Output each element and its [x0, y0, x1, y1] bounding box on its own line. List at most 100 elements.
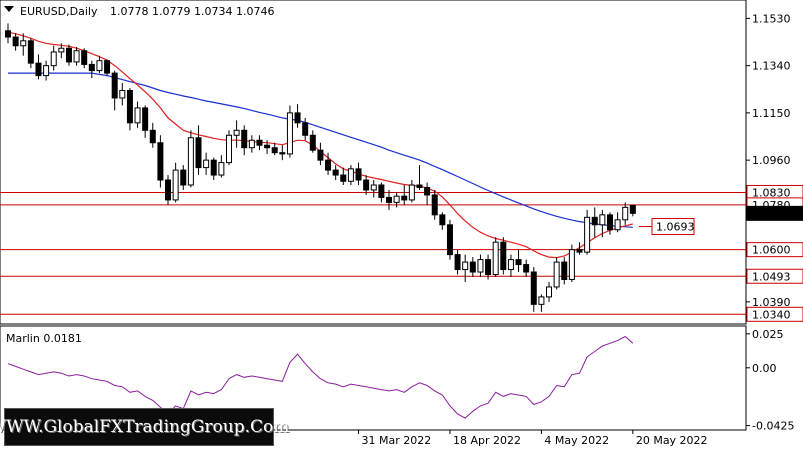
candle	[81, 48, 88, 69]
candle	[622, 202, 629, 225]
candle-body	[20, 40, 27, 47]
candle	[88, 60, 95, 79]
candle	[203, 152, 210, 176]
time-tick-label: 18 Apr 2022	[453, 434, 521, 447]
candle-body	[500, 241, 507, 271]
candle-body	[325, 159, 332, 171]
candle	[325, 152, 332, 176]
candle-body	[203, 159, 210, 169]
candle	[340, 167, 347, 185]
candle-body	[27, 40, 34, 64]
candle	[523, 259, 530, 277]
price-tick-label: 1.1150	[752, 107, 791, 120]
candle-body	[12, 36, 19, 47]
watermark-banner: WWW.GlobalFXTradingGroup.Com	[0, 408, 289, 446]
candle-body	[363, 179, 370, 191]
candle	[134, 101, 141, 128]
time-tick-label: 4 May 2022	[544, 434, 609, 447]
candle-body	[317, 149, 324, 161]
candle-body	[462, 261, 469, 271]
candle-body	[439, 214, 446, 226]
candle	[416, 165, 423, 190]
candle-body	[431, 194, 438, 216]
price-label-text: 1.0600	[752, 244, 791, 257]
candle-body	[614, 219, 621, 231]
indicator-axis: 0.025 0.00 -0.0425	[746, 328, 794, 433]
candle	[553, 257, 560, 290]
candle	[241, 125, 248, 156]
candle-body	[523, 264, 530, 273]
candle-body	[65, 47, 72, 63]
candle-body	[515, 259, 522, 266]
candle-body	[149, 129, 156, 144]
candle	[50, 45, 57, 71]
price-tick-label: 1.1340	[752, 60, 791, 73]
candle	[431, 189, 438, 220]
level-price-label: 1.0493	[746, 268, 803, 284]
candle-body	[378, 184, 385, 198]
dropdown-arrow-icon[interactable]	[4, 6, 14, 12]
candle-body	[507, 259, 514, 271]
ohlc-readout: 1.0778 1.0779 1.0734 1.0746	[110, 5, 274, 18]
candle	[195, 125, 202, 176]
candle-body	[469, 261, 476, 273]
candle-body	[347, 168, 354, 182]
indicator-title: Marlin 0.0181	[6, 332, 82, 345]
candle-body	[96, 60, 103, 72]
candle	[157, 135, 164, 188]
candle	[12, 33, 19, 51]
candle-body	[157, 142, 164, 181]
candle	[500, 237, 507, 275]
candle	[492, 237, 499, 277]
candle-body	[408, 184, 415, 201]
candle	[408, 180, 415, 203]
candle-body	[43, 65, 50, 77]
candle-body	[416, 184, 423, 188]
candle-body	[294, 112, 301, 124]
candle-body	[599, 214, 606, 226]
candle-body	[492, 241, 499, 276]
candle	[591, 207, 598, 238]
price-label-box	[746, 268, 803, 284]
candle	[43, 60, 50, 81]
candle	[386, 189, 392, 210]
candle	[439, 212, 446, 230]
candle-body	[355, 168, 362, 181]
candle-body	[584, 216, 591, 253]
candle	[210, 157, 217, 181]
candle	[5, 23, 11, 44]
main-plot-area[interactable]	[0, 0, 747, 325]
time-axis: 31 Mar 2022 18 Apr 2022 4 May 2022 20 May 2…	[358, 430, 708, 447]
candle	[370, 180, 377, 198]
price-label-text: 1.0830	[752, 186, 791, 199]
candle	[629, 204, 636, 217]
indicator-tick-label: 0.025	[752, 328, 784, 341]
candle-body	[485, 259, 492, 276]
candle	[332, 165, 339, 181]
symbol-title: EURUSD,Daily	[20, 5, 98, 18]
candle-body	[210, 159, 217, 176]
candle-body	[279, 152, 286, 155]
candle	[27, 38, 34, 69]
candle-body	[629, 204, 636, 214]
candle-body	[225, 134, 232, 164]
candle-body	[424, 186, 431, 196]
candle-body	[248, 139, 255, 149]
candle-body	[73, 50, 80, 63]
candle-body	[553, 261, 560, 288]
candle	[485, 254, 492, 280]
candle	[65, 44, 72, 66]
candle	[294, 104, 301, 128]
candle	[286, 105, 293, 158]
candle	[614, 212, 621, 233]
candle	[264, 140, 271, 154]
candle	[73, 47, 80, 66]
candle	[561, 257, 568, 285]
candle	[546, 281, 553, 302]
candle	[142, 105, 149, 138]
candle-body	[88, 63, 95, 72]
candle-body	[271, 147, 278, 154]
candle	[126, 88, 133, 131]
level-lines	[0, 191, 746, 315]
candle	[218, 155, 225, 178]
